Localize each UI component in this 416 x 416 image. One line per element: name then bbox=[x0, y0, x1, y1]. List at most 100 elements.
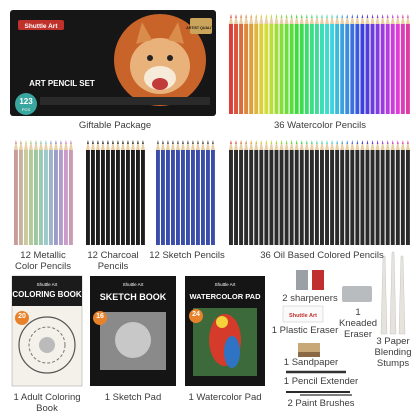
pencil-body bbox=[345, 150, 350, 245]
book-brand: Shuttle Art bbox=[122, 282, 144, 287]
pencil-body bbox=[181, 150, 185, 245]
pencil-point bbox=[202, 140, 204, 144]
pencil-body bbox=[385, 150, 390, 245]
pencil-tip bbox=[309, 140, 314, 150]
pencil-point bbox=[250, 14, 252, 18]
sheets-badge bbox=[93, 311, 107, 325]
pencil-point bbox=[336, 140, 338, 144]
pencil-tip bbox=[244, 14, 249, 24]
pencil-tip bbox=[335, 14, 340, 24]
pencil-point bbox=[290, 14, 293, 18]
pencil-point bbox=[402, 14, 404, 18]
pencil-body bbox=[395, 24, 400, 114]
pencil-point bbox=[245, 14, 247, 18]
pencil-tip bbox=[294, 14, 299, 24]
pencil-body bbox=[111, 150, 115, 245]
pencil-tip bbox=[196, 140, 200, 150]
pencil-tip bbox=[161, 140, 165, 150]
pencil-body bbox=[29, 150, 33, 245]
pencil-body bbox=[365, 150, 370, 245]
pencil-point bbox=[265, 140, 268, 144]
eraser-brand: Shuttle Art bbox=[289, 313, 317, 319]
pencil-body bbox=[201, 150, 205, 245]
pencil-tip bbox=[269, 140, 274, 150]
pencil-point bbox=[60, 140, 62, 144]
book-title: WATERCOLOR PAD bbox=[189, 292, 261, 301]
pencil-tip bbox=[259, 14, 264, 24]
item-label: 12 Metallic Color Pencils bbox=[15, 250, 71, 272]
pencil-body bbox=[106, 150, 110, 245]
pencil-body bbox=[360, 24, 365, 114]
plastic-eraser bbox=[282, 305, 324, 323]
pencil-body bbox=[405, 24, 410, 114]
pencil-body bbox=[390, 150, 395, 245]
brand-logo bbox=[18, 20, 64, 30]
item-label: Giftable Package bbox=[78, 120, 152, 131]
pencil-point bbox=[255, 140, 258, 144]
pencil-body bbox=[314, 150, 319, 245]
pencil-point bbox=[351, 14, 354, 18]
pencil-tip bbox=[201, 140, 205, 150]
pencil-tip bbox=[330, 140, 335, 150]
pencil-tip bbox=[234, 140, 238, 150]
pencil-tip bbox=[355, 14, 360, 24]
pencil-body bbox=[335, 150, 340, 245]
pencil-body bbox=[370, 150, 375, 245]
pencil-point bbox=[381, 140, 384, 144]
pencil-tip bbox=[14, 140, 18, 150]
pencil-point bbox=[275, 140, 278, 144]
pencil-point bbox=[285, 140, 288, 144]
quality-badge bbox=[190, 18, 212, 34]
pencil-body bbox=[116, 150, 120, 245]
pencil-body bbox=[269, 24, 274, 114]
pencil-point bbox=[270, 140, 273, 144]
pencil-body bbox=[211, 150, 215, 245]
pencil-point bbox=[207, 140, 209, 144]
sharpener bbox=[312, 270, 324, 290]
pencil-body bbox=[395, 150, 400, 245]
pencil-tip bbox=[314, 14, 319, 24]
pencil-body bbox=[390, 24, 395, 114]
pencil-tip bbox=[390, 140, 395, 150]
pencil-body bbox=[234, 24, 238, 114]
pencil-tip bbox=[264, 140, 269, 150]
pencil-tip bbox=[304, 140, 309, 150]
item-label: 1 Adult Coloring Book bbox=[13, 392, 81, 414]
pencil-body bbox=[335, 24, 340, 114]
pencil-point bbox=[40, 140, 42, 144]
pencil-tip bbox=[54, 140, 58, 150]
pencil-point bbox=[192, 140, 194, 144]
pencil-body bbox=[259, 24, 264, 114]
pencil-point bbox=[346, 140, 349, 144]
pencil-tip bbox=[279, 140, 284, 150]
pencil-body bbox=[64, 150, 68, 245]
mandala bbox=[28, 326, 66, 364]
pencil-body bbox=[206, 150, 210, 245]
pencil-point bbox=[187, 140, 189, 144]
pencil-tip bbox=[320, 140, 324, 150]
pencil-point bbox=[371, 14, 374, 18]
pencil-point bbox=[326, 14, 328, 18]
pencil-body bbox=[269, 150, 274, 245]
item-label: 36 Oil Based Colored Pencils bbox=[260, 250, 384, 261]
pencil-body bbox=[69, 150, 73, 245]
count: 123 bbox=[19, 97, 33, 106]
pencil-tip bbox=[309, 14, 314, 24]
pencil-body bbox=[380, 24, 385, 114]
item-label: 1 Kneaded Eraser bbox=[338, 307, 378, 340]
pencil-body bbox=[299, 24, 304, 114]
pencil-body bbox=[309, 150, 314, 245]
pencil-point bbox=[331, 14, 333, 18]
pencil-tip bbox=[181, 140, 185, 150]
count-unit: PCS bbox=[22, 107, 31, 112]
pencil-point bbox=[142, 140, 144, 144]
pencil-tip bbox=[116, 140, 120, 150]
pencil-body bbox=[380, 150, 385, 245]
pencil-point bbox=[295, 14, 298, 18]
pencil-body bbox=[350, 150, 355, 245]
sheets-badge bbox=[189, 309, 203, 323]
pencil-tip bbox=[335, 140, 340, 150]
pencil-point bbox=[402, 140, 404, 144]
pencil-body bbox=[141, 150, 145, 245]
pencil-point bbox=[55, 140, 57, 144]
